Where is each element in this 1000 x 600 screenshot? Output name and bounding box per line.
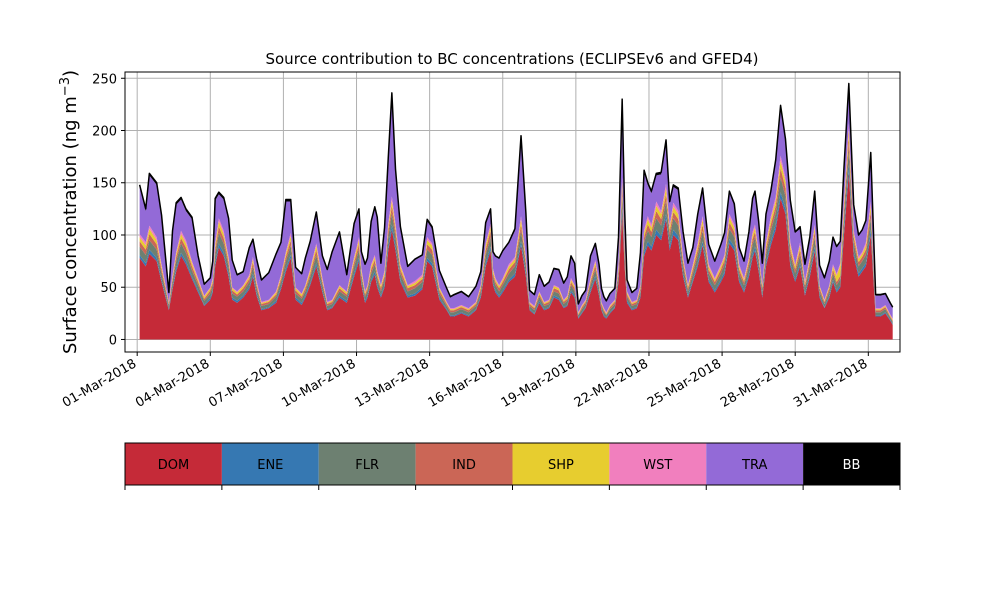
legend-frame xyxy=(124,442,901,486)
chart-title: Source contribution to BC concentrations… xyxy=(265,50,758,68)
y-tick-label: 150 xyxy=(92,177,117,192)
y-axis-label-close: ) xyxy=(60,70,81,77)
y-axis-label-main: Surface concentration (ng m xyxy=(60,96,81,354)
y-tick-label: 100 xyxy=(92,229,117,244)
y-tick-label: 200 xyxy=(92,125,117,140)
legend-label-ind: IND xyxy=(452,458,476,473)
y-axis-ticks: 0 50 100 150 200 250 xyxy=(92,72,125,348)
legend-swatch-flr xyxy=(318,443,416,485)
y-tick-label: 250 xyxy=(92,72,117,87)
legend-colorbar: DOM ENE FLR IND SHP WST TRA BB xyxy=(124,442,901,490)
plot-frame xyxy=(124,71,901,353)
legend-label-flr: FLR xyxy=(355,458,379,473)
total-line xyxy=(138,82,894,308)
legend-label-wst: WST xyxy=(643,458,672,473)
legend-swatch-ind xyxy=(415,443,513,485)
legend-label-bb: BB xyxy=(843,458,861,473)
legend-swatch-dom xyxy=(125,443,222,485)
legend-swatch-wst xyxy=(609,443,707,485)
y-axis-label: Surface concentration (ng m−3) xyxy=(58,70,81,354)
total-concentration-line xyxy=(138,82,894,308)
legend-swatch-tra xyxy=(706,443,804,485)
plot-area xyxy=(124,71,901,353)
legend-label-shp: SHP xyxy=(548,458,574,473)
y-tick-label: 0 xyxy=(109,333,117,348)
legend-label-tra: TRA xyxy=(741,458,767,473)
y-axis-label-exponent: −3 xyxy=(58,77,73,96)
y-tick-label: 50 xyxy=(100,281,117,296)
area-series-dom xyxy=(139,172,893,340)
legend-swatch-ene xyxy=(221,443,319,485)
legend-label-dom: DOM xyxy=(158,458,189,473)
legend-swatch-shp xyxy=(512,443,610,485)
legend-label-ene: ENE xyxy=(257,458,283,473)
legend-swatch-bb xyxy=(803,443,900,485)
